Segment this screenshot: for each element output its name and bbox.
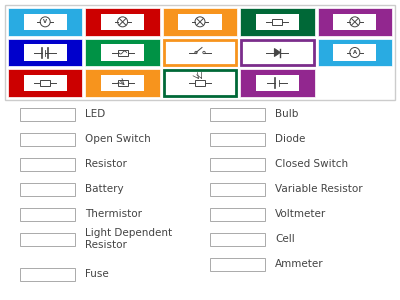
Bar <box>240 39 315 66</box>
Bar <box>256 44 299 61</box>
Bar <box>20 182 75 196</box>
Bar <box>20 232 75 245</box>
Circle shape <box>195 51 197 54</box>
Bar <box>333 14 376 30</box>
Text: A: A <box>353 50 357 55</box>
Bar <box>333 44 376 61</box>
Text: Diode: Diode <box>275 134 305 144</box>
Bar <box>163 8 237 36</box>
Bar <box>24 44 67 61</box>
Polygon shape <box>274 49 280 56</box>
Bar <box>210 158 265 170</box>
Text: Battery: Battery <box>85 184 124 194</box>
Bar <box>178 75 222 91</box>
Circle shape <box>195 17 205 27</box>
Bar <box>20 268 75 281</box>
Bar <box>86 69 160 97</box>
Bar <box>101 14 144 30</box>
Bar <box>163 69 237 97</box>
Text: Open Switch: Open Switch <box>85 134 151 144</box>
Text: Ammeter: Ammeter <box>275 259 324 269</box>
Bar <box>178 14 222 30</box>
Bar <box>40 80 50 86</box>
Bar <box>164 70 236 96</box>
Bar <box>8 69 82 97</box>
Bar <box>8 39 82 66</box>
Bar <box>118 50 128 56</box>
Bar <box>24 14 67 30</box>
Bar <box>8 8 82 36</box>
Bar <box>5 5 395 100</box>
Bar <box>256 75 299 91</box>
Bar <box>20 208 75 220</box>
Circle shape <box>40 17 50 27</box>
Bar <box>318 8 392 36</box>
Text: Fuse: Fuse <box>85 269 109 279</box>
Bar <box>24 75 67 91</box>
Text: Bulb: Bulb <box>275 109 298 119</box>
Text: LED: LED <box>85 109 105 119</box>
Bar <box>210 133 265 146</box>
Bar <box>86 39 160 66</box>
Bar <box>101 44 144 61</box>
Bar <box>195 80 205 86</box>
Bar <box>256 14 299 30</box>
Circle shape <box>118 17 128 27</box>
Circle shape <box>350 47 360 58</box>
Bar <box>210 232 265 245</box>
Circle shape <box>350 17 360 27</box>
Bar <box>240 8 315 36</box>
Bar <box>164 40 236 65</box>
Bar <box>318 39 392 66</box>
Text: Closed Switch: Closed Switch <box>275 159 348 169</box>
Circle shape <box>203 51 205 54</box>
Bar <box>163 39 237 66</box>
Text: Light Dependent
Resistor: Light Dependent Resistor <box>85 228 172 250</box>
Bar <box>210 257 265 271</box>
Bar <box>86 8 160 36</box>
Bar <box>20 158 75 170</box>
Text: V: V <box>43 19 47 24</box>
Bar <box>20 107 75 121</box>
Bar <box>241 40 314 65</box>
Text: Resistor: Resistor <box>85 159 127 169</box>
Text: Thermistor: Thermistor <box>85 209 142 219</box>
Text: Voltmeter: Voltmeter <box>275 209 326 219</box>
Bar <box>210 107 265 121</box>
Bar <box>118 80 128 86</box>
Text: Cell: Cell <box>275 234 295 244</box>
Bar <box>210 208 265 220</box>
Bar <box>178 44 222 61</box>
Bar <box>20 133 75 146</box>
Bar <box>272 19 282 25</box>
Bar <box>240 69 315 97</box>
Text: Variable Resistor: Variable Resistor <box>275 184 363 194</box>
Bar <box>101 75 144 91</box>
Bar <box>210 182 265 196</box>
